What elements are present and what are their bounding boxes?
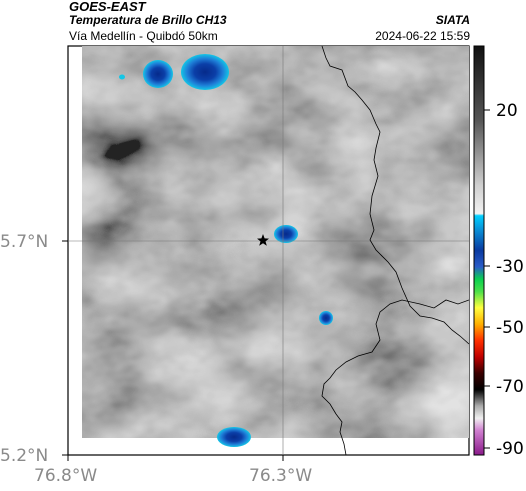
datetime-label: 2024-06-22 15:59 (375, 29, 470, 43)
route-subtitle: Vía Medellín - Quibdó 50km (69, 29, 218, 43)
colorbar-label-20: 20 (496, 101, 518, 121)
colorbar (473, 45, 485, 456)
product-title: Temperatura de Brillo CH13 (69, 13, 227, 27)
latitude-label-5-7: 5.7°N (0, 232, 49, 252)
colorbar-label-minus70: -70 (496, 377, 524, 397)
star-marker-icon (257, 234, 269, 246)
longitude-label-76-3: 76.3°W (249, 466, 313, 486)
latitude-label-5-2: 5.2°N (0, 446, 49, 466)
axis-ticks (62, 240, 284, 461)
organization-label: SIATA (435, 13, 470, 27)
cold-cloud-cells (119, 54, 333, 447)
colorbar-label-minus90: -90 (496, 439, 524, 459)
brightness-field (82, 46, 469, 438)
colorbar-label-minus50: -50 (496, 318, 524, 338)
longitude-label-76-8: 76.8°W (34, 466, 98, 486)
satellite-name: GOES-EAST (69, 0, 146, 14)
department-border (321, 46, 469, 345)
colorbar-ticks (484, 109, 490, 449)
department-border-2 (321, 299, 469, 455)
colorbar-label-minus30: -30 (496, 257, 524, 277)
